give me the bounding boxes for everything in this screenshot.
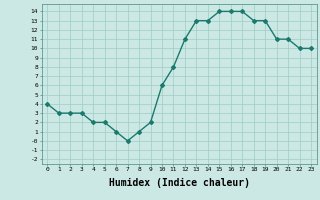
- X-axis label: Humidex (Indice chaleur): Humidex (Indice chaleur): [109, 178, 250, 188]
